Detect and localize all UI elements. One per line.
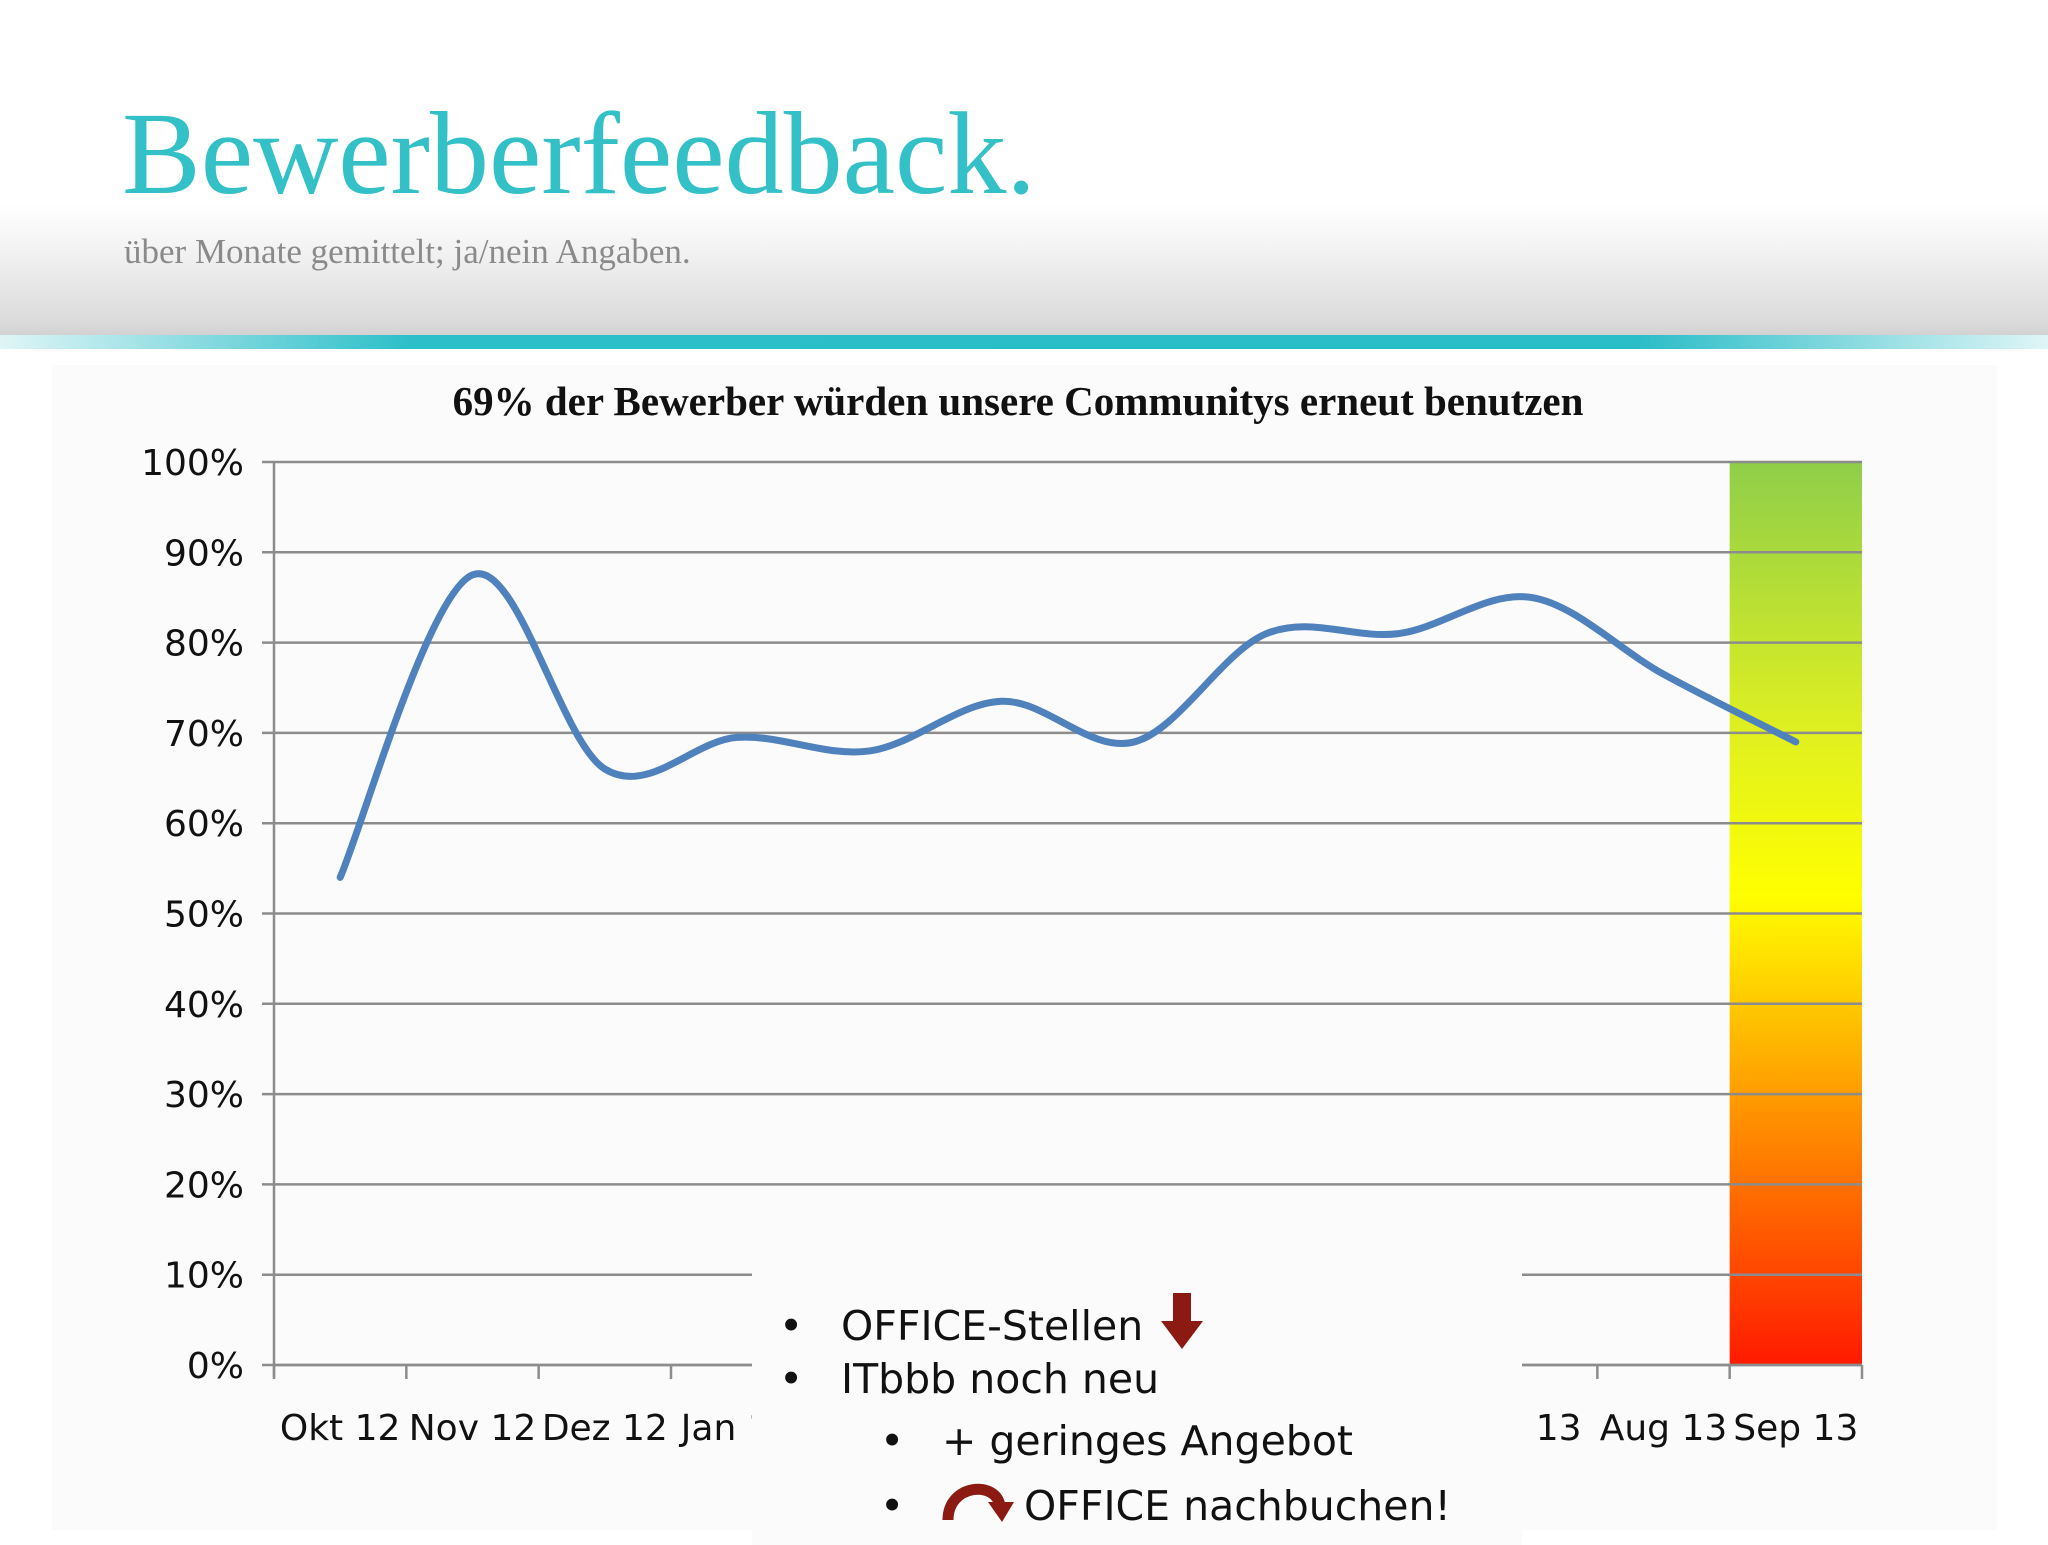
y-tick-label: 10% xyxy=(164,1256,244,1297)
y-tick-label: 90% xyxy=(164,533,244,574)
annotation-text: + geringes Angebot xyxy=(942,1417,1353,1465)
bullet: • xyxy=(880,1482,905,1530)
data-point xyxy=(1001,700,1003,702)
bullet: • xyxy=(779,1355,804,1403)
data-point xyxy=(339,876,341,878)
x-tick-label: Sep 13 xyxy=(1733,1408,1858,1449)
chart-title: 69% der Bewerber würden unsere Community… xyxy=(453,378,1584,424)
y-tick-label: 70% xyxy=(164,714,244,755)
data-point xyxy=(869,750,870,752)
annotation-item-itbbb: • ITbbb noch neu xyxy=(779,1355,1159,1403)
bullet: • xyxy=(779,1302,804,1350)
x-tick-label: Dez 12 xyxy=(542,1408,668,1449)
data-point xyxy=(1530,596,1532,598)
series-line xyxy=(336,570,1800,881)
bullet: • xyxy=(880,1417,905,1465)
slide-subtitle: über Monate gemittelt; ja/nein Angaben. xyxy=(124,232,691,271)
header-background xyxy=(0,0,2048,335)
annotation-item-office-nachbuchen: • OFFICE nachbuchen! xyxy=(880,1478,1451,1534)
y-tick-label: 100% xyxy=(141,443,244,484)
annotation-item-geringes-angebot: • + geringes Angebot xyxy=(880,1417,1353,1465)
curved-arrow-icon xyxy=(942,1478,1014,1534)
annotation-text: OFFICE nachbuchen! xyxy=(1024,1482,1451,1530)
annotation-text: OFFICE-Stellen xyxy=(841,1302,1144,1350)
data-point xyxy=(604,768,606,770)
x-tick-label: Nov 12 xyxy=(409,1408,537,1449)
x-tick-label: Aug 13 xyxy=(1600,1408,1728,1449)
arrow-down-icon xyxy=(1161,1293,1204,1359)
chart-area: 69% der Bewerber würden unsere Community… xyxy=(52,365,1997,1545)
data-point xyxy=(1133,741,1135,743)
annotation-text: ITbbb noch neu xyxy=(841,1355,1160,1403)
y-tick-label: 0% xyxy=(187,1346,244,1387)
data-point xyxy=(472,574,473,576)
annotation-item-office-stellen: • OFFICE-Stellen xyxy=(779,1293,1204,1359)
data-point xyxy=(1795,741,1797,743)
y-tick-label: 80% xyxy=(164,624,244,665)
y-tick-label: 20% xyxy=(164,1165,244,1206)
data-point xyxy=(736,736,738,738)
accent-divider xyxy=(0,335,2048,349)
y-tick-label: 30% xyxy=(164,1075,244,1116)
data-point xyxy=(1663,673,1664,675)
slide-title: Bewerberfeedback. xyxy=(122,88,1036,219)
y-tick-label: 60% xyxy=(164,804,244,845)
x-tick-label: Okt 12 xyxy=(280,1408,401,1449)
data-point xyxy=(1266,633,1267,635)
y-tick-label: 50% xyxy=(164,895,244,936)
y-tick-label: 40% xyxy=(164,985,244,1026)
data-point xyxy=(1398,633,1400,635)
annotation-box: • OFFICE-Stellen • ITbbb noch neu • + ge… xyxy=(752,1265,1522,1545)
line-chart: 69% der Bewerber würden unsere Community… xyxy=(141,378,1864,1449)
